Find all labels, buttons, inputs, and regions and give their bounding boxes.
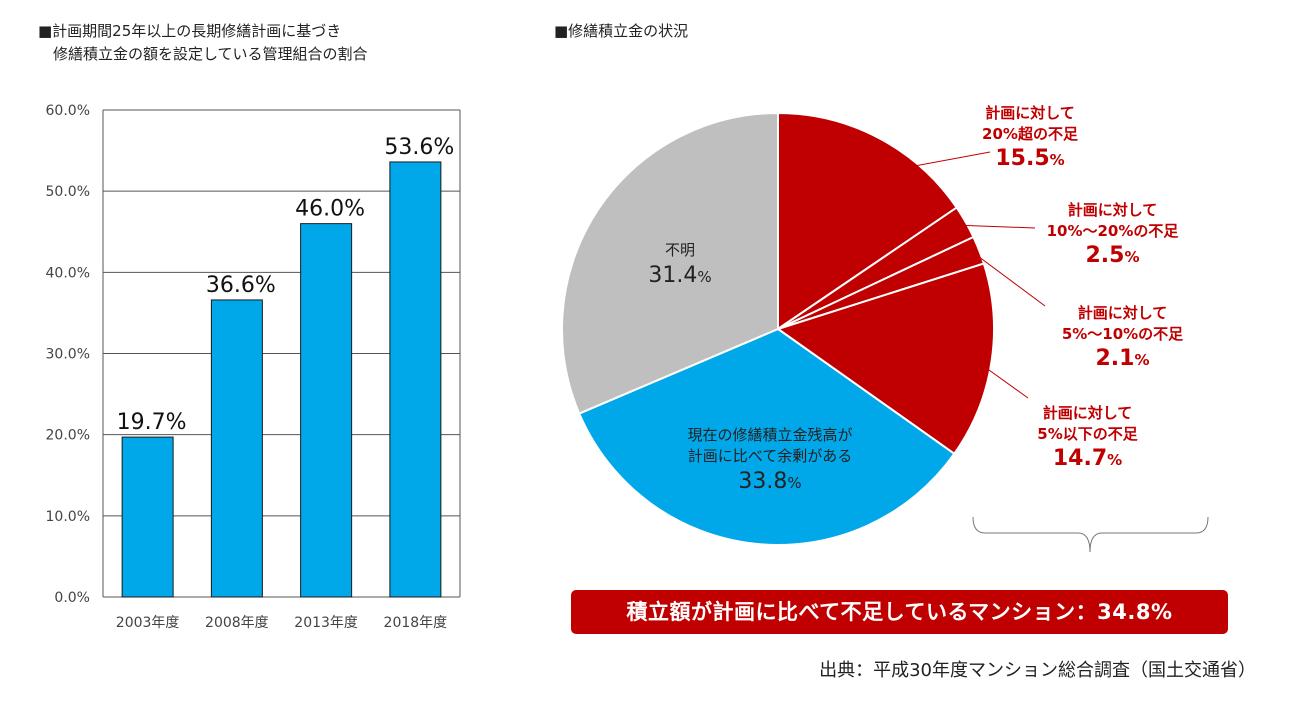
pie-slice: [577, 327, 956, 546]
pie-label-line: 不明: [664, 241, 695, 259]
pie-label-line: 計画に対して: [1042, 404, 1133, 422]
source-citation: 出典：平成30年度マンション総合調査（国土交通省）: [819, 660, 1256, 681]
pie-label-line: 10%〜20%の不足: [1046, 222, 1179, 240]
pie-pct-value: 15.5: [995, 146, 1050, 171]
pct-suffix: %: [787, 474, 802, 492]
pie-label-line: 計画に対して: [985, 104, 1075, 122]
x-tick-label: 2003年度: [116, 615, 180, 631]
y-tick-label: 20.0%: [46, 428, 90, 444]
y-tick-label: 0.0%: [54, 590, 90, 606]
y-tick-label: 10.0%: [46, 509, 90, 525]
leader-line: [959, 224, 1036, 229]
pie-label-line: 5%〜10%の不足: [1061, 325, 1184, 343]
pct-suffix: %: [697, 268, 712, 286]
y-tick-label: 60.0%: [46, 103, 90, 119]
bar-value-label: 46.0%: [295, 197, 365, 222]
y-tick-label: 30.0%: [46, 347, 90, 363]
pie-label-line: 20%超の不足: [982, 125, 1078, 143]
pct-suffix: %: [1049, 151, 1065, 169]
leader-line: [858, 151, 991, 177]
pie-slice: [775, 262, 995, 456]
x-tick-label: 2013年度: [294, 615, 358, 631]
deficit-summary-banner: 積立額が計画に比べて不足しているマンション：34.8%: [571, 590, 1228, 634]
pie-pct-value: 33.8: [738, 469, 788, 494]
pie-pct-value: 2.5: [1085, 243, 1125, 268]
pie-slice: [561, 111, 779, 415]
leader-line: [972, 252, 1046, 307]
pct-suffix: %: [1134, 351, 1150, 369]
x-tick-label: 2008年度: [205, 615, 269, 631]
pct-suffix: %: [1107, 451, 1123, 469]
pie-pct-value: 14.7: [1052, 446, 1108, 471]
deficit-group-brace: [972, 516, 1209, 553]
pie-pct-value: 2.1: [1095, 346, 1135, 371]
pie-label-deficit-5to10: 計画に対して 5%〜10%の不足 2.1%: [1040, 303, 1205, 374]
pie-chart-title: ■修繕積立金の状況: [554, 22, 689, 40]
leader-line: [974, 359, 1029, 399]
bar: [210, 299, 263, 598]
pct-suffix: %: [1124, 248, 1140, 266]
pie-label-line: 計画に比べて余剰がある: [687, 447, 853, 465]
bar: [389, 161, 442, 598]
bar-value-label: 36.6%: [206, 273, 276, 298]
pie-label-line: 計画に対して: [1067, 201, 1158, 219]
pie-label-line: 5%以下の不足: [1037, 425, 1138, 443]
bar: [300, 223, 353, 598]
y-tick-label: 40.0%: [46, 265, 90, 281]
pie-label-line: 計画に対して: [1077, 304, 1168, 322]
bar-value-label: 53.6%: [384, 135, 454, 160]
bar-value-label: 19.7%: [117, 410, 187, 435]
pie-label-deficit-under5: 計画に対して 5%以下の不足 14.7%: [1015, 403, 1160, 474]
bar-chart: 0.0% 10.0% 20.0% 30.0% 40.0% 50.0% 60.0% 19.7% 2…: [46, 103, 461, 631]
pie-pct-value: 31.4: [648, 263, 698, 288]
y-tick-label: 50.0%: [46, 184, 90, 200]
pie-label-deficit-10to20: 計画に対して 10%〜20%の不足 2.5%: [1030, 200, 1195, 271]
x-tick-label: 2018年度: [384, 615, 448, 631]
pie-slice: [777, 111, 959, 331]
bar: [121, 436, 174, 598]
bar-chart-title: ■計画期間25年以上の長期修繕計画に基づき 修繕積立金の額を設定している管理組合…: [38, 22, 368, 63]
pie-label-surplus: 現在の修繕積立金残高が 計画に比べて余剰がある 33.8%: [640, 425, 900, 498]
pie-label-line: 現在の修繕積立金残高が: [687, 426, 853, 444]
pie-label-deficit-over20: 計画に対して 20%超の不足 15.5%: [965, 103, 1095, 174]
pie-label-unknown: 不明 31.4%: [620, 240, 740, 292]
